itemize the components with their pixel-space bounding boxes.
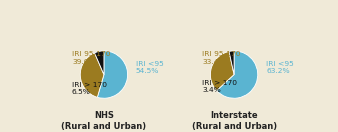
Text: IRI 95-170
33.4%: IRI 95-170 33.4%: [202, 51, 241, 65]
Wedge shape: [95, 51, 104, 75]
Text: IRI > 170
6.5%: IRI > 170 6.5%: [72, 82, 107, 95]
Text: IRI > 170
3.4%: IRI > 170 3.4%: [202, 80, 237, 93]
Wedge shape: [97, 51, 127, 98]
Wedge shape: [217, 51, 258, 98]
Text: Interstate
(Rural and Urban): Interstate (Rural and Urban): [192, 111, 276, 131]
Text: NHS
(Rural and Urban): NHS (Rural and Urban): [62, 111, 146, 131]
Wedge shape: [80, 53, 104, 97]
Wedge shape: [229, 51, 234, 75]
Text: IRI 95-170
39.0%: IRI 95-170 39.0%: [72, 51, 111, 65]
Text: IRI <95
63.2%: IRI <95 63.2%: [266, 61, 294, 74]
Text: IRI <95
54.5%: IRI <95 54.5%: [136, 61, 164, 74]
Wedge shape: [211, 51, 234, 91]
